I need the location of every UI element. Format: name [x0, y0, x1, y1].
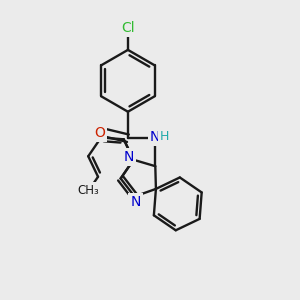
Text: N: N: [150, 130, 160, 144]
Text: N: N: [124, 150, 134, 164]
Text: O: O: [94, 126, 105, 140]
Text: CH₃: CH₃: [77, 184, 99, 197]
Text: Cl: Cl: [121, 21, 135, 35]
Text: H: H: [160, 130, 169, 143]
Text: N: N: [130, 195, 141, 209]
